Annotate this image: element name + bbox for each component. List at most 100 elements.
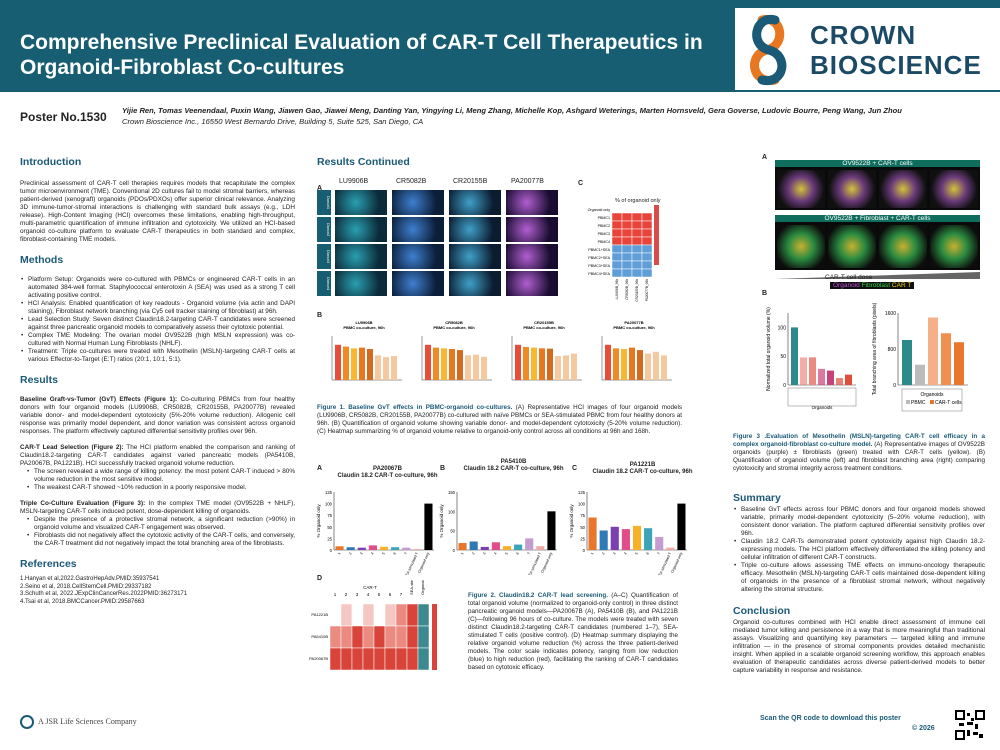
chart-bar [402, 547, 411, 550]
y-tick-label: 25 [580, 536, 585, 541]
hci-image-tile [506, 190, 558, 215]
fig2a-sub: Claudin 18.2 CAR-T co-culture, 96h [337, 473, 438, 479]
model-label: CR20155B [453, 178, 488, 185]
legend-title: Organoids [920, 392, 944, 398]
chart-bar [469, 541, 478, 550]
chart-bar [424, 503, 433, 550]
chart-bar [547, 511, 556, 550]
chart-bar [335, 344, 341, 380]
heatmap-col-label: 4 [367, 592, 370, 597]
x-tick-label: 7 [657, 552, 661, 556]
logo-area: CROWN BIOSCIENCE [735, 8, 1000, 90]
y-tick-label: 100 [778, 325, 787, 331]
heatmap-cell [373, 603, 386, 627]
heatmap-cell [406, 603, 419, 627]
heatmap-cell [621, 244, 633, 254]
heatmap-col-label: 3 [356, 592, 359, 597]
heatmap-cell [631, 236, 643, 246]
y-tick-label: 100 [448, 509, 456, 514]
references-heading: References [20, 558, 77, 570]
logo-text-line1: CROWN [810, 20, 917, 50]
heatmap-cell [621, 228, 633, 238]
heatmap-cell [351, 603, 364, 627]
chart-bar [954, 342, 964, 385]
poster-title: Comprehensive Preclinical Evaluation of … [20, 31, 703, 79]
x-tick-label: 7 [527, 552, 531, 556]
dose-triangle-icon [775, 272, 980, 279]
chart-bar [563, 355, 569, 380]
model-label: LU9906B [339, 178, 369, 185]
list-item: Lead Selection Study: Seven distinct Cla… [20, 316, 295, 332]
chart-bar [367, 349, 373, 380]
fig2-caption-title: Figure 2. Claudin18.2 CAR-T lead screeni… [468, 592, 608, 599]
fig3-cell-tile [828, 170, 876, 208]
heatmap-cell [611, 228, 623, 238]
heatmap-col-label: 1 [334, 592, 337, 597]
heatmap-cell [611, 220, 623, 230]
heatmap-cell [406, 647, 419, 671]
hci-image-tile [392, 217, 444, 242]
chart-bar [818, 368, 825, 385]
x-tick-label: 3 [612, 552, 616, 556]
hci-image-tile [449, 217, 501, 242]
chart-bar [661, 355, 667, 380]
fig3-bottom-label: OV9522B + Fibroblast + CAR-T cells [775, 215, 980, 222]
heatmap-row-label: PBMC4+SEA [588, 272, 610, 276]
heatmap-cell [362, 603, 375, 627]
x-axis-label: Organoids [812, 405, 834, 410]
copyright: © 2026 [912, 725, 935, 732]
heatmap-col-label: PA20077B_96h [645, 279, 649, 301]
heatmap-col-label: SEA-stimulated T [409, 580, 414, 595]
chart-bar [555, 356, 561, 380]
heatmap-cell [631, 268, 643, 278]
bar-chart-title: PBMC co-culture, 96h [343, 325, 385, 330]
results-p2-list: The screen revealed a wide range of kill… [20, 468, 295, 492]
results-p2-text: The HCI platform enabled the comparison … [20, 444, 295, 467]
fig2-caption: Figure 2. Claudin18.2 CAR-T lead screeni… [468, 592, 678, 672]
qr-code-icon[interactable] [955, 710, 985, 740]
y-tick-label: 0 [330, 548, 333, 553]
fig2d-heatmap: CAR-T 1 2 3 4 5 6 7 SEA-stimulated T Organoid onl… [309, 580, 437, 671]
x-tick-label: 6 [646, 552, 650, 556]
chart-bar [491, 542, 500, 550]
fig3-legend-row: Organoid Fibroblast CAR T [830, 282, 915, 289]
x-tick-label: 1 [590, 552, 594, 556]
references-list: 1.Hanyan et al,2022.GastroHepAdv.PMID:35… [20, 576, 295, 606]
chart-bar [375, 355, 381, 380]
heatmap-col-label: 6 [389, 592, 392, 597]
fig3-top-label: OV9522B + CAR-T cells [775, 160, 980, 167]
fig3-cell-tile [879, 225, 927, 268]
y-axis-label: % Organoid only [569, 504, 574, 538]
hci-image-tile [392, 271, 444, 296]
chart-bar [379, 546, 389, 550]
chart-bar [425, 344, 431, 380]
fig3-cell-tile [930, 225, 978, 268]
heatmap-row-label: PBMC2+SEA [588, 256, 610, 260]
heatmap-cell [329, 625, 342, 649]
hci-image-tile [506, 217, 558, 242]
chart-bar [441, 348, 447, 380]
heatmap-cell [351, 625, 364, 649]
heatmap-cell [373, 625, 386, 649]
heatmap-row-label: PBMC3 [598, 232, 610, 236]
x-tick-label: 2 [348, 552, 352, 556]
x-tick-label: 3 [359, 552, 363, 556]
chart-bar [480, 546, 489, 550]
chart-bar [605, 344, 611, 380]
left-column: Introduction Preclinical assessment of C… [20, 156, 295, 606]
legend-label: PBMC [911, 400, 926, 406]
chart-bar [599, 530, 608, 550]
chart-bar [827, 370, 834, 385]
y-tick-label: 100 [578, 502, 586, 507]
hci-image-tile [335, 217, 387, 242]
list-item: Claudin 18.2 CAR-Ts demonstrated potent … [733, 538, 985, 562]
heatmap-colorbar [654, 205, 659, 265]
donor-row-label: Donor1 [317, 190, 331, 215]
chart-bar [457, 350, 463, 380]
heatmap-cell [351, 647, 364, 671]
heatmap-cell [329, 603, 342, 627]
chart-bar [809, 357, 816, 385]
fig2b-sub: Claudin 18.2 CAR-T co-culture, 96h [463, 466, 564, 472]
chart-bar [502, 546, 512, 550]
